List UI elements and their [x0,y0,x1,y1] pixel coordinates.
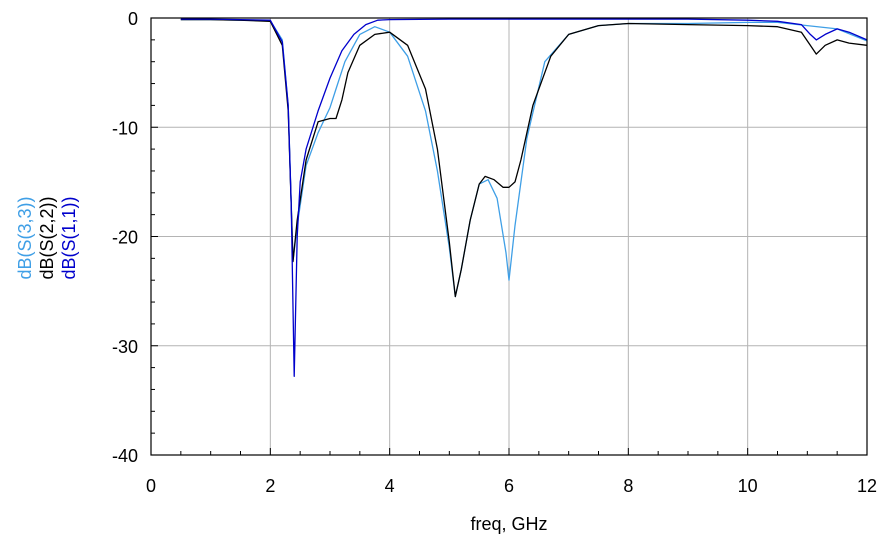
legend-label: dB(S(2,2)) [37,196,57,279]
y-tick-label: -10 [112,118,138,138]
x-tick-label: 4 [385,476,395,496]
legend-label: dB(S(3,3)) [15,196,35,279]
y-tick-label: -20 [112,228,138,248]
legend: dB(S(3,3)) dB(S(2,2)) dB(S(1,1)) [15,196,79,279]
series-line [180,18,868,377]
x-tick-label: 10 [738,476,758,496]
minor-ticks [150,17,868,456]
x-tick-labels: 0 2 4 6 8 10 12 [146,476,877,496]
y-tick-label: -30 [112,337,138,357]
y-tick-label: -40 [112,446,138,466]
x-tick-label: 6 [504,476,514,496]
x-tick-label: 8 [623,476,633,496]
legend-label: dB(S(1,1)) [59,196,79,279]
y-tick-label: 0 [128,9,138,29]
x-tick-label: 0 [146,476,156,496]
series-line [180,18,868,298]
x-tick-label: 12 [857,476,877,496]
x-axis-title: freq, GHz [470,514,547,534]
x-tick-label: 2 [265,476,275,496]
y-tick-labels: 0 -10 -20 -30 -40 [112,9,138,466]
grid [151,18,867,455]
series-lines [180,18,868,377]
plot-frame [150,17,868,456]
